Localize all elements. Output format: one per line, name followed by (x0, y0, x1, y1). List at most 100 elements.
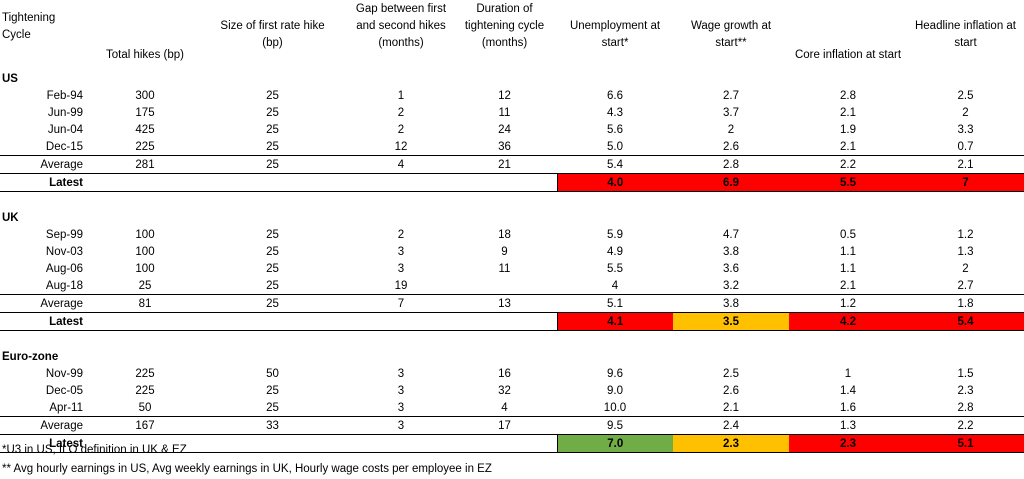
header-gap-line3: (months) (378, 37, 424, 49)
total-hikes-cell: 225 (135, 384, 155, 397)
duration-cell: 9 (501, 245, 508, 258)
gap-cell: 1 (397, 89, 405, 102)
total-hikes-latest (95, 434, 195, 453)
unemployment-cell: 9.0 (607, 384, 623, 397)
unemployment-latest: 7.0 (556, 434, 673, 453)
wage-growth-cell: 2.7 (723, 89, 739, 102)
gap-latest (350, 312, 452, 331)
average-label: Average (0, 155, 95, 174)
first-hike-cell: 25 (266, 106, 279, 119)
headline-inflation-cell: 2 (962, 262, 969, 275)
first-hike-latest (195, 434, 350, 453)
header-first-hike: Size of first rate hike (bp) (195, 0, 350, 70)
wage-growth-cell: 3.8 (723, 245, 739, 258)
wage-growth-average: 3.8 (673, 294, 789, 313)
cycle-date: Dec-15 (45, 140, 83, 153)
latest-row: Latest 7.0 2.3 2.3 5.1 (0, 434, 1024, 453)
core-inflation-cell: 2.1 (840, 140, 856, 153)
unemployment-cell: 4.3 (607, 106, 623, 119)
first-hike-average: 25 (195, 155, 350, 174)
header-wage-line1: Wage growth at (690, 20, 772, 32)
gap-average: 3 (350, 416, 452, 435)
section-header-us: US (0, 70, 1024, 87)
core-inflation-average: 2.2 (789, 155, 907, 174)
duration-cell: 4 (501, 401, 508, 414)
wage-growth-cell: 3.6 (723, 262, 739, 275)
latest-row: Latest 4.1 3.5 4.2 5.4 (0, 312, 1024, 331)
unemployment-cell: 5.5 (607, 262, 623, 275)
header-core-text: Core inflation at start (794, 49, 902, 61)
duration-cell (452, 277, 557, 295)
cycle-date: Aug-06 (45, 262, 83, 275)
section-title: Euro-zone (2, 350, 59, 363)
headline-inflation-cell: 2.7 (957, 279, 974, 292)
wage-growth-latest: 3.5 (673, 312, 789, 331)
total-hikes-average: 167 (95, 416, 195, 435)
headline-inflation-cell: 1.2 (957, 228, 974, 241)
header-core: Core inflation at start (789, 0, 907, 70)
average-row: Average 81 25 7 13 5.1 3.8 1.2 1.8 (0, 294, 1024, 313)
table-row: Apr-11 50 25 3 4 10.0 2.1 1.6 2.8 (0, 399, 1024, 417)
total-hikes-cell: 50 (138, 401, 152, 414)
header-wage: Wage growth at start** (673, 0, 789, 70)
total-hikes-cell: 225 (135, 367, 155, 380)
latest-label: Latest (0, 173, 95, 192)
total-hikes-cell: 225 (135, 140, 155, 153)
duration-cell: 11 (498, 106, 511, 119)
cycle-date: Apr-11 (49, 401, 83, 414)
latest-label: Latest (0, 312, 95, 331)
header-gap-line2: and second hikes (356, 20, 446, 32)
section-title: US (2, 72, 18, 85)
average-row: Average 167 33 3 17 9.5 2.4 1.3 2.2 (0, 416, 1024, 435)
core-inflation-cell: 2.1 (840, 279, 856, 292)
tightening-cycles-table: Tightening Cycle Total hikes (bp) Size o… (0, 0, 1024, 453)
table-row: Aug-06 100 25 3 11 5.5 3.6 1.1 2 (0, 260, 1024, 277)
core-inflation-average: 1.2 (789, 294, 907, 313)
headline-inflation-average: 2.2 (907, 416, 1024, 435)
header-headline-line2: start (954, 37, 977, 49)
core-inflation-cell: 1.9 (840, 123, 856, 136)
headline-inflation-cell: 3.3 (957, 123, 974, 136)
header-cycle: Tightening Cycle (0, 0, 95, 70)
table-row: Dec-15 225 25 12 36 5.0 2.6 2.1 0.7 (0, 138, 1024, 156)
header-total-hikes: Total hikes (bp) (95, 0, 195, 70)
table-row: Dec-05 225 25 3 32 9.0 2.6 1.4 2.3 (0, 382, 1024, 399)
unemployment-cell: 5.9 (607, 228, 623, 241)
total-hikes-cell: 25 (138, 279, 152, 292)
gap-latest (350, 173, 452, 192)
headline-inflation-cell: 1.5 (957, 367, 974, 380)
section-spacer (0, 331, 1024, 349)
table-row: Aug-18 25 25 19 4 3.2 2.1 2.7 (0, 277, 1024, 295)
headline-inflation-latest: 5.1 (907, 434, 1024, 453)
total-hikes-latest (95, 312, 195, 331)
gap-cell: 12 (394, 140, 408, 153)
headline-inflation-latest: 5.4 (907, 312, 1024, 331)
headline-inflation-average: 2.1 (907, 155, 1024, 174)
section-header-uk: UK (0, 209, 1024, 226)
headline-inflation-cell: 2.8 (957, 401, 974, 414)
wage-growth-cell: 2.1 (723, 401, 739, 414)
duration-cell: 32 (498, 384, 511, 397)
total-hikes-average: 81 (95, 294, 195, 313)
duration-cell: 12 (498, 89, 511, 102)
header-headline: Headline inflation at start (907, 0, 1024, 70)
first-hike-cell: 25 (266, 89, 279, 102)
unemployment-average: 5.1 (557, 294, 673, 313)
cycle-date: Sep-99 (45, 228, 83, 241)
unemployment-latest: 4.1 (556, 312, 673, 331)
first-hike-latest (195, 312, 350, 331)
cycle-date: Jun-04 (47, 123, 83, 136)
spacer-cell (0, 192, 1024, 210)
wage-growth-latest: 6.9 (673, 173, 789, 192)
section-title: UK (2, 211, 19, 224)
header-first-hike-line2: (bp) (262, 37, 283, 49)
footnotes: *U3 in US, ILO definition in UK & EZ ** … (2, 441, 492, 479)
core-inflation-latest: 4.2 (789, 312, 907, 331)
table-row: Jun-99 175 25 2 11 4.3 3.7 2.1 2 (0, 104, 1024, 121)
table-row: Jun-04 425 25 2 24 5.6 2 1.9 3.3 (0, 121, 1024, 138)
core-inflation-cell: 1.4 (840, 384, 856, 397)
total-hikes-cell: 100 (135, 228, 155, 241)
unemployment-cell: 10.0 (603, 401, 627, 414)
core-inflation-average: 1.3 (789, 416, 907, 435)
table-row: Nov-03 100 25 3 9 4.9 3.8 1.1 1.3 (0, 243, 1024, 260)
